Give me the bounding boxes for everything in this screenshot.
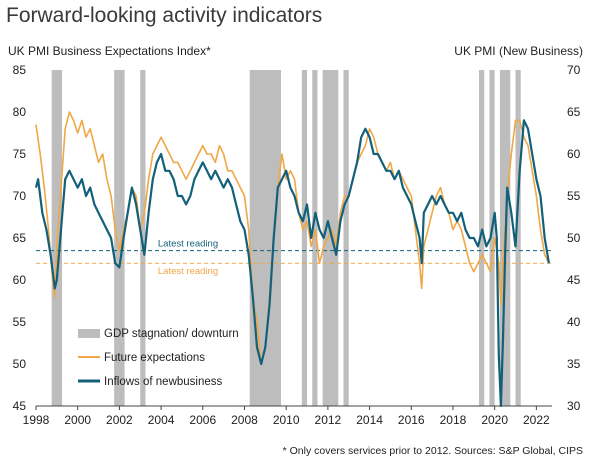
x-tick-label: 2004 [148, 413, 175, 427]
footnote: * Only covers services prior to 2012. So… [283, 445, 583, 457]
series-line-inflows [34, 119, 550, 408]
x-tick-label: 2010 [273, 413, 300, 427]
shaded-period [343, 70, 349, 406]
x-tick-label: 1998 [23, 413, 50, 427]
x-tick-label: 2014 [356, 413, 383, 427]
right-tick-label: 35 [567, 357, 581, 371]
series-lines [34, 111, 550, 408]
reference-line-label: Latest reading [158, 239, 218, 250]
left-axis-label: UK PMI Business Expectations Index* [8, 44, 211, 58]
x-tick-label: 2018 [440, 413, 467, 427]
right-tick-label: 30 [567, 399, 581, 413]
left-tick-label: 45 [13, 399, 27, 413]
left-tick-label: 70 [13, 189, 27, 203]
left-tick-label: 50 [13, 357, 27, 371]
right-tick-label: 60 [567, 147, 581, 161]
x-tick-label: 2002 [106, 413, 133, 427]
series-line-future-expectations [35, 111, 550, 365]
right-tick-label: 40 [567, 315, 581, 329]
left-tick-label: 75 [13, 147, 27, 161]
left-tick-label: 85 [13, 63, 27, 77]
right-tick-label: 55 [567, 189, 581, 203]
right-axis-label: UK PMI (New Business) [454, 44, 583, 58]
x-tick-label: 2022 [523, 413, 550, 427]
left-tick-label: 80 [13, 105, 27, 119]
left-tick-label: 60 [13, 273, 27, 287]
legend-label: Inflows of newbusiness [104, 376, 223, 388]
x-tick-label: 2000 [64, 413, 91, 427]
legend: GDP stagnation/ downturn Future expectati… [78, 328, 239, 388]
right-tick-label: 70 [567, 63, 581, 77]
x-tick-label: 2016 [398, 413, 425, 427]
left-tick-label: 65 [13, 231, 27, 245]
shaded-period [301, 70, 308, 406]
shaded-period [114, 70, 125, 406]
shaded-period [312, 70, 318, 406]
shaded-period [515, 70, 521, 406]
x-tick-label: 2006 [189, 413, 216, 427]
legend-label: Future expectations [104, 352, 205, 364]
shaded-period [479, 70, 485, 406]
legend-label: GDP stagnation/ downturn [104, 328, 239, 340]
right-tick-label: 50 [567, 231, 581, 245]
shaded-period [322, 70, 339, 406]
right-tick-label: 65 [567, 105, 581, 119]
x-tick-label: 2012 [315, 413, 342, 427]
shaded-period [249, 70, 281, 406]
axes: 45 50 55 60 65 70 75 80 85 30 35 40 45 50 55 60 65 70 1998… [13, 63, 581, 427]
left-tick-label: 55 [13, 315, 27, 329]
chart-title: Forward-looking activity indicators [6, 4, 323, 27]
reference-line-label: Latest reading [158, 266, 218, 277]
x-tick-label: 2020 [481, 413, 508, 427]
right-tick-label: 45 [567, 273, 581, 287]
x-tick-label: 2008 [231, 413, 258, 427]
shaded-period [489, 70, 495, 406]
legend-swatch-shade [78, 329, 100, 338]
shaded-period [140, 70, 146, 406]
